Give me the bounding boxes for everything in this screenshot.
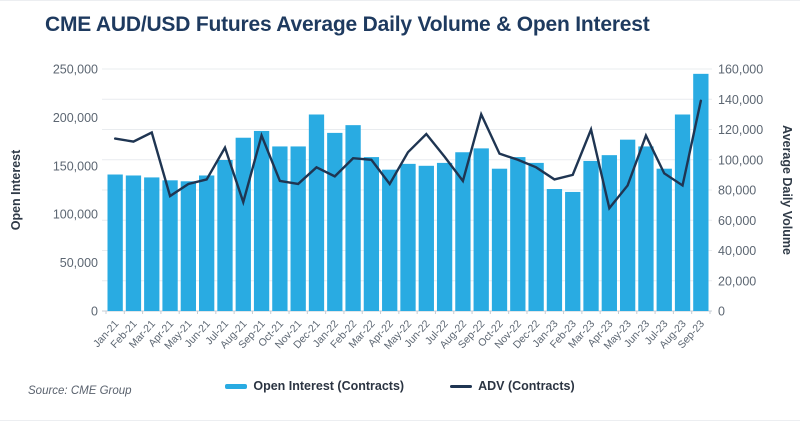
- bar-May-23: [619, 139, 636, 311]
- bar-Feb-23: [565, 191, 581, 311]
- legend-item-open-interest: Open Interest (Contracts): [225, 379, 404, 393]
- bar-Jun-22: [418, 165, 434, 311]
- left-axis-tick-label: 50,000: [60, 256, 98, 270]
- right-axis-tick-label: 80,000: [718, 184, 756, 198]
- right-axis-tick-label: 20,000: [718, 274, 756, 288]
- left-axis-tick-label: 200,000: [53, 111, 98, 125]
- bar-Aug-22: [455, 152, 471, 311]
- bar-Sep-22: [473, 148, 489, 311]
- adv-line: [113, 99, 703, 211]
- bar-Jul-22: [436, 162, 453, 311]
- bar-Oct-21: [272, 146, 288, 311]
- source-note: Source: CME Group: [28, 385, 132, 397]
- chart-legend: Open Interest (Contracts) ADV (Contracts…: [0, 379, 800, 393]
- bar-May-21: [180, 181, 197, 311]
- left-axis-tick-label: 150,000: [53, 159, 98, 173]
- bar-Sep-23: [693, 73, 709, 311]
- bar-Apr-21: [162, 180, 178, 311]
- bar-Mar-21: [144, 177, 160, 311]
- bar-Jun-23: [638, 146, 654, 311]
- chart-title: CME AUD/USD Futures Average Daily Volume…: [45, 13, 650, 36]
- right-axis-title: Average Daily Volume: [780, 125, 794, 255]
- bar-Aug-21: [235, 137, 251, 311]
- right-axis-tick-label: 0: [718, 305, 725, 319]
- legend-item-adv: ADV (Contracts): [450, 379, 575, 393]
- right-axis-tick-label: 120,000: [718, 123, 763, 137]
- bar-Mar-22: [363, 157, 380, 311]
- bar-Nov-22: [510, 157, 526, 311]
- bar-Feb-22: [345, 125, 361, 311]
- bar-Apr-23: [601, 155, 617, 311]
- bar-Jan-22: [327, 132, 343, 311]
- bar-Dec-22: [528, 162, 544, 311]
- bar-Jan-21: [107, 174, 123, 311]
- right-axis-tick-label: 140,000: [718, 93, 763, 107]
- adv-swatch-icon: [450, 384, 473, 388]
- bar-Feb-21: [125, 175, 142, 311]
- bar-Jun-21: [199, 175, 215, 311]
- bar-May-22: [400, 163, 416, 311]
- bar-Jan-23: [546, 189, 563, 311]
- open-interest-swatch-icon: [225, 383, 248, 389]
- bar-Sep-21: [253, 130, 270, 311]
- right-axis-tick-label: 60,000: [718, 214, 756, 228]
- bar-Nov-21: [290, 146, 306, 311]
- bar-Mar-23: [583, 160, 599, 311]
- bar-Jul-21: [217, 159, 233, 311]
- left-axis-title: Open Interest: [9, 149, 23, 230]
- left-axis-tick-label: 100,000: [53, 208, 98, 222]
- bar-Aug-23: [674, 114, 691, 311]
- right-axis-tick-label: 100,000: [718, 153, 763, 167]
- bar-Oct-22: [491, 168, 508, 311]
- legend-label-open-interest: Open Interest (Contracts): [253, 379, 405, 393]
- bar-Apr-22: [382, 169, 398, 311]
- bar-Dec-21: [308, 114, 325, 311]
- right-axis-tick-label: 40,000: [718, 244, 756, 258]
- legend-label-adv: ADV (Contracts): [478, 379, 575, 393]
- right-axis-tick-label: 160,000: [718, 63, 763, 77]
- bar-Jul-23: [656, 168, 672, 311]
- left-axis-tick-label: 0: [91, 305, 98, 319]
- left-axis-tick-label: 250,000: [53, 63, 98, 77]
